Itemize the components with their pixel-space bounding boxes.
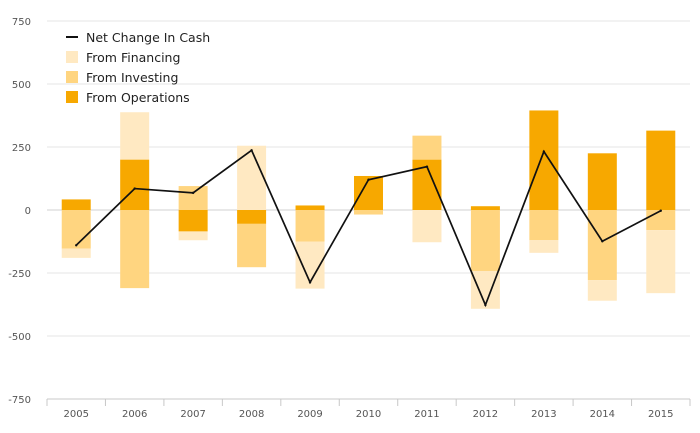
x-tick-label: 2006 bbox=[122, 409, 147, 420]
net-change-point-2008[interactable] bbox=[250, 149, 253, 152]
net-change-point-2009[interactable] bbox=[308, 281, 312, 284]
x-tick-label: 2007 bbox=[180, 409, 205, 420]
net-change-line[interactable] bbox=[75, 148, 662, 308]
x-tick-label: 2015 bbox=[648, 409, 673, 420]
bar-from-financing-2013[interactable] bbox=[529, 240, 559, 253]
legend-label-financing: From Financing bbox=[86, 49, 181, 65]
legend: Net Change In Cash From Financing From I… bbox=[66, 27, 210, 107]
bar-from-operations-2005[interactable] bbox=[61, 199, 91, 210]
bar-from-investing-2006[interactable] bbox=[120, 210, 150, 289]
bar-from-operations-2012[interactable] bbox=[470, 206, 500, 210]
bar-from-financing-2006[interactable] bbox=[120, 112, 150, 160]
bars bbox=[61, 110, 676, 309]
bar-from-investing-2015[interactable] bbox=[646, 210, 676, 231]
y-axis-ticks: 750 500 250 0 -250 -500 -750 bbox=[8, 17, 31, 406]
bar-from-investing-2012[interactable] bbox=[470, 210, 500, 271]
x-tick-label: 2014 bbox=[590, 409, 615, 420]
bar-from-investing-2013[interactable] bbox=[529, 210, 559, 241]
y-tick-label: 750 bbox=[12, 17, 31, 28]
legend-item-net-change[interactable]: Net Change In Cash bbox=[66, 27, 210, 47]
bar-from-operations-2010[interactable] bbox=[354, 175, 383, 210]
bar-from-investing-2010[interactable] bbox=[354, 210, 383, 215]
bar-from-financing-2014[interactable] bbox=[587, 280, 617, 301]
x-axis: 2005 2006 2007 2008 2009 2010 2011 2012 2013 2014… bbox=[46, 398, 691, 420]
bar-from-operations-2014[interactable] bbox=[587, 153, 617, 210]
net-change-point-2007[interactable] bbox=[191, 191, 195, 195]
bar-from-operations-2013[interactable] bbox=[529, 110, 559, 210]
bar-from-financing-2007[interactable] bbox=[178, 231, 208, 241]
legend-label-operations: From Operations bbox=[86, 89, 190, 105]
net-change-point-2015[interactable] bbox=[659, 209, 662, 212]
net-change-point-2006[interactable] bbox=[133, 187, 136, 190]
y-tick-label: -750 bbox=[8, 395, 31, 406]
legend-swatch-financing bbox=[66, 51, 78, 63]
y-tick-label: 250 bbox=[12, 143, 31, 154]
bar-from-investing-2005[interactable] bbox=[61, 210, 91, 249]
bar-from-financing-2015[interactable] bbox=[646, 230, 676, 294]
bar-from-financing-2008[interactable] bbox=[237, 145, 267, 210]
x-tick-label: 2011 bbox=[414, 409, 439, 420]
bar-from-operations-2009[interactable] bbox=[295, 205, 325, 210]
x-tick-label: 2008 bbox=[239, 409, 264, 420]
net-change-point-2013[interactable] bbox=[542, 150, 546, 153]
bar-from-investing-2007[interactable] bbox=[178, 186, 208, 210]
bar-from-investing-2008[interactable] bbox=[237, 223, 267, 268]
legend-item-financing[interactable]: From Financing bbox=[66, 47, 210, 67]
bar-from-investing-2011[interactable] bbox=[412, 135, 442, 160]
bar-from-investing-2009[interactable] bbox=[295, 210, 325, 242]
x-tick-label: 2009 bbox=[297, 409, 322, 420]
y-tick-label: 500 bbox=[12, 80, 31, 91]
legend-swatch-investing bbox=[66, 71, 78, 83]
bar-from-financing-2005[interactable] bbox=[61, 248, 91, 258]
bar-from-operations-2008[interactable] bbox=[237, 210, 267, 224]
legend-item-investing[interactable]: From Investing bbox=[66, 67, 210, 87]
legend-swatch-operations bbox=[66, 91, 78, 103]
bar-from-operations-2015[interactable] bbox=[646, 130, 676, 210]
bar-from-operations-2006[interactable] bbox=[120, 159, 150, 210]
net-change-line-group bbox=[75, 148, 662, 308]
legend-label-net-change: Net Change In Cash bbox=[86, 29, 211, 45]
y-tick-label: -500 bbox=[8, 332, 31, 343]
net-change-point-2014[interactable] bbox=[601, 240, 604, 243]
bar-from-financing-2011[interactable] bbox=[412, 210, 442, 243]
x-tick-label: 2013 bbox=[531, 409, 556, 420]
x-tick-label: 2005 bbox=[64, 409, 89, 420]
net-change-point-2011[interactable] bbox=[425, 165, 429, 168]
net-change-point-2010[interactable] bbox=[367, 178, 370, 181]
legend-line-swatch bbox=[66, 36, 78, 38]
legend-item-operations[interactable]: From Operations bbox=[66, 87, 210, 107]
bar-from-investing-2014[interactable] bbox=[587, 210, 617, 281]
legend-label-investing: From Investing bbox=[86, 69, 179, 85]
net-change-point-2005[interactable] bbox=[75, 244, 78, 247]
x-tick-label: 2012 bbox=[473, 409, 498, 420]
bar-from-operations-2007[interactable] bbox=[178, 210, 208, 232]
net-change-point-2012[interactable] bbox=[484, 303, 487, 307]
y-tick-label: -250 bbox=[8, 269, 31, 280]
y-tick-label: 0 bbox=[25, 206, 31, 217]
x-tick-label: 2010 bbox=[356, 409, 381, 420]
